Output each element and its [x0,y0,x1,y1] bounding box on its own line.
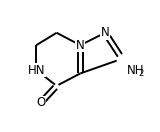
Text: 2: 2 [138,69,144,78]
Text: N: N [101,26,110,39]
Text: NH: NH [127,63,144,77]
Text: N: N [76,39,85,52]
Text: HN: HN [28,63,45,77]
Text: O: O [36,96,45,109]
